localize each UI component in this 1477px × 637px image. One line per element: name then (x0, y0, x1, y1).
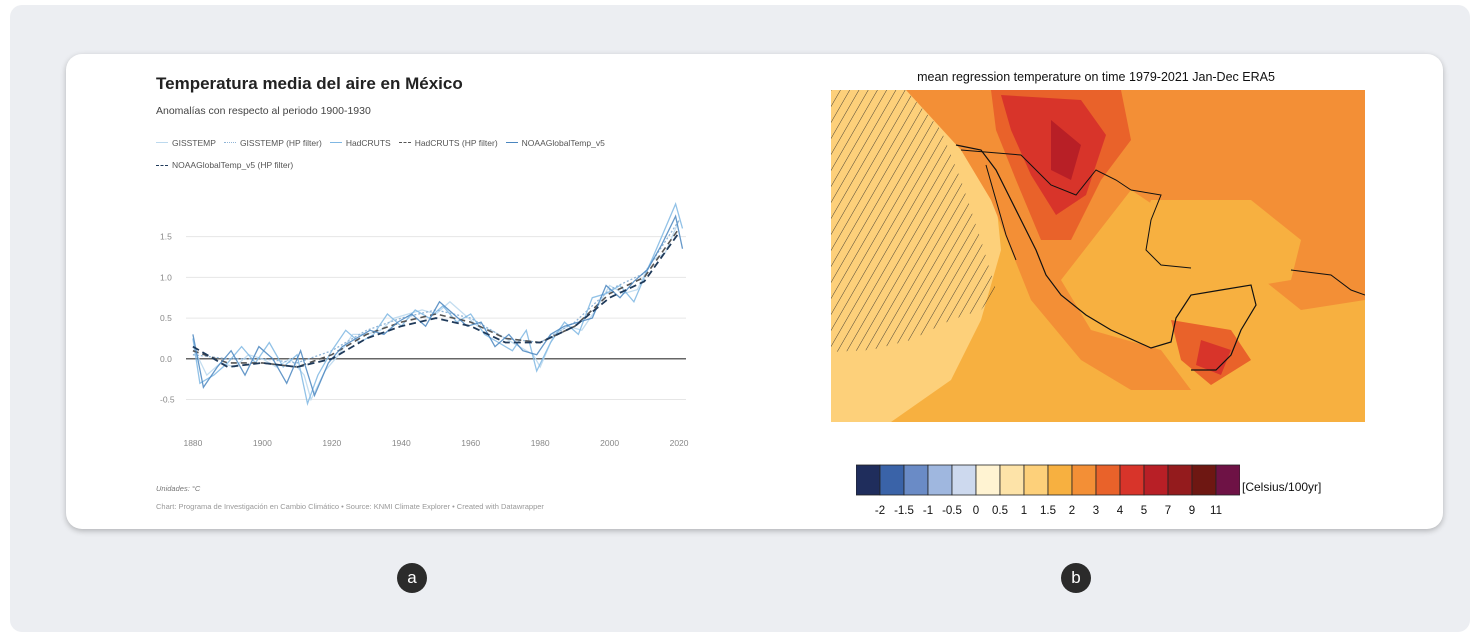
map-gulf-coast (1130, 189, 1192, 269)
series-line-0 (192, 220, 680, 402)
chart-legend: GISSTEMP GISSTEMP (HP filter) HadCRUTS HadC… (156, 130, 696, 175)
colorbar-tick-label: -1.5 (894, 505, 914, 517)
x-tick-label: 1880 (183, 438, 202, 448)
panel-a-chart: Temperatura media del aire en México Ano… (156, 74, 696, 524)
units-note: Unidades: °C (156, 484, 201, 493)
legend-item: HadCRUTS (HP filter) (398, 133, 498, 153)
series-line-4 (192, 214, 684, 398)
y-tick-label: 1.5 (160, 232, 172, 242)
colorbar-tick-label: 1.5 (1040, 505, 1056, 517)
colorbar-swatch (1023, 464, 1049, 496)
y-tick-label: -0.5 (160, 395, 175, 405)
legend-label: NOAAGlobalTemp_v5 (521, 137, 605, 148)
y-tick-label: 0.5 (160, 313, 172, 323)
colorbar-tick-label: 0 (972, 505, 980, 517)
source-note: Chart: Programa de Investigación en Camb… (156, 502, 544, 511)
legend-label: HadCRUTS (HP filter) (414, 137, 498, 148)
colorbar-swatch (1119, 464, 1145, 496)
colorbar-swatch (1191, 464, 1217, 496)
colorbar-tick-label: -0.5 (942, 505, 962, 517)
legend-swatch (156, 164, 168, 166)
x-tick-label: 1960 (461, 438, 480, 448)
colorbar-tick-label: 0.5 (992, 505, 1008, 517)
colorbar-tick-label: -2 (874, 505, 886, 517)
legend-swatch (398, 142, 411, 143)
panel-b-badge: b (1061, 563, 1091, 593)
colorbar-tick-label: 5 (1140, 505, 1148, 517)
colorbar-tick-label: 1 (1020, 505, 1028, 517)
colorbar-unit: [Celsius/100yr] (1242, 480, 1322, 494)
colorbar-swatch (1167, 464, 1193, 496)
x-tick-label: 1920 (322, 438, 341, 448)
series-line-3 (192, 227, 680, 368)
series-line-2 (192, 202, 684, 406)
regression-map (831, 90, 1365, 422)
legend-item: NOAAGlobalTemp_v5 (505, 133, 605, 153)
legend-label: HadCRUTS (345, 137, 391, 148)
colorbar-swatch (856, 464, 881, 496)
colorbar-tick-label: 11 (1210, 505, 1222, 517)
x-tick-label: 2000 (600, 438, 619, 448)
map-coastline (955, 144, 1257, 371)
map-yucatan-core (1196, 340, 1231, 375)
y-tick-label: 1.0 (160, 272, 172, 282)
legend-label: GISSTEMP (172, 137, 216, 148)
legend-item: NOAAGlobalTemp_v5 (HP filter) (156, 155, 293, 175)
colorbar-swatch (975, 464, 1001, 496)
colorbar-tick-label: 2 (1068, 505, 1076, 517)
map-title: mean regression temperature on time 1979… (917, 70, 1275, 84)
panel-a-badge: a (397, 563, 427, 593)
colorbar-tick-label: 4 (1116, 505, 1124, 517)
map-caribbean-coast (1290, 269, 1365, 296)
map-hotspot-core (1051, 120, 1081, 180)
colorbar-swatch (1215, 464, 1240, 496)
panel-b-map: mean regression temperature on time 1979… (826, 66, 1366, 526)
x-tick-label: 1900 (253, 438, 272, 448)
y-tick-label: 0.0 (160, 354, 172, 364)
figure-frame: Temperatura media del aire en México Ano… (10, 5, 1470, 632)
colorbar-swatch (999, 464, 1025, 496)
legend-swatch (505, 142, 518, 143)
colorbar-swatch (1071, 464, 1097, 496)
map-baja-coast (985, 164, 1017, 261)
x-tick-label: 1980 (531, 438, 550, 448)
legend-swatch (156, 142, 168, 143)
series-line-5 (192, 231, 680, 368)
x-tick-label: 2020 (670, 438, 689, 448)
colorbar-tick-label: 9 (1188, 505, 1196, 517)
legend-label: GISSTEMP (HP filter) (239, 137, 322, 148)
colorbar-swatch (1143, 464, 1169, 496)
legend-item: GISSTEMP (156, 133, 216, 153)
chart-subtitle: Anomalías con respecto al periodo 1900-1… (156, 105, 371, 117)
chart-title: Temperatura media del aire en México (156, 74, 463, 93)
legend-item: GISSTEMP (HP filter) (223, 133, 322, 153)
figure-card: Temperatura media del aire en México Ano… (66, 54, 1443, 529)
colorbar-swatch (927, 464, 953, 496)
legend-label: NOAAGlobalTemp_v5 (HP filter) (172, 160, 294, 170)
colorbar (856, 464, 1240, 496)
legend-swatch (329, 142, 342, 143)
map-significance-hatching (831, 90, 996, 352)
colorbar-tick-label: -1 (922, 505, 934, 517)
colorbar-swatch (879, 464, 905, 496)
colorbar-labels: -2 -1.5 -1 -0.5 0 0.5 1 1.5 2 3 4 5 7 9 11 (856, 505, 1236, 521)
colorbar-swatch (951, 464, 977, 496)
colorbar-swatch (1047, 464, 1073, 496)
x-tick-label: 1940 (392, 438, 411, 448)
legend-swatch (223, 142, 236, 143)
colorbar-tick-label: 3 (1092, 505, 1100, 517)
colorbar-swatch (903, 464, 929, 496)
colorbar-swatch (1095, 464, 1121, 496)
colorbar-tick-label: 7 (1164, 505, 1172, 517)
line-plot: 1.5 1.0 0.5 0.0 -0.5 1880 1900 1920 1940 1960 1980… (160, 202, 689, 448)
legend-item: HadCRUTS (329, 133, 391, 153)
map-border-line (960, 149, 1132, 196)
